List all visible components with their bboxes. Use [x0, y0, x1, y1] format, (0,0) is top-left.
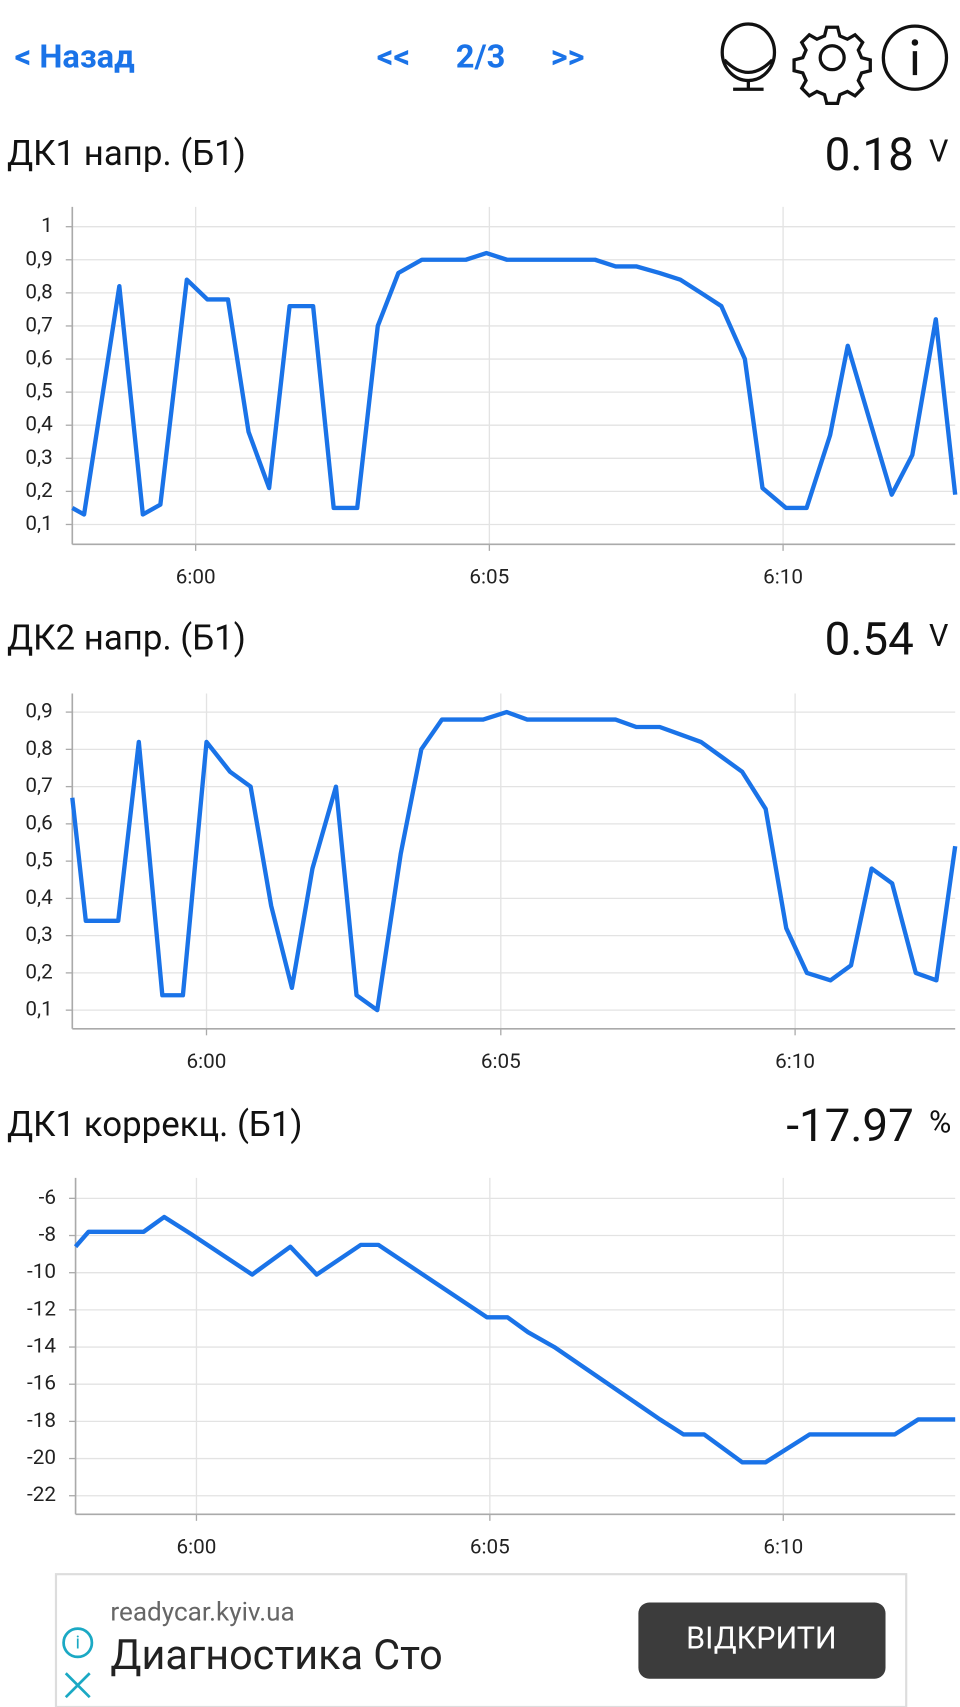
y-tick-label: -6 — [39, 1186, 56, 1210]
y-tick-label: -20 — [27, 1446, 56, 1470]
next-page[interactable]: >> — [551, 37, 585, 75]
ad-button-label[interactable]: ВІДКРИТИ — [686, 1622, 837, 1657]
data-line — [71, 250, 958, 517]
y-tick-label: 0,9 — [25, 247, 52, 271]
y-tick-label: 0,1 — [25, 998, 52, 1022]
y-tick-label: -10 — [27, 1260, 56, 1284]
data-line — [70, 709, 958, 1013]
y-tick-label: 0,2 — [25, 479, 52, 503]
current-value: 0.18 — [825, 129, 914, 182]
y-tick-label: 0,7 — [25, 313, 52, 337]
y-tick-label: -14 — [27, 1335, 56, 1359]
mirror-icon[interactable] — [720, 22, 777, 91]
x-tick-label: 6:00 — [187, 1050, 227, 1074]
y-tick-label: 0,6 — [25, 347, 52, 371]
ad-domain: readycar.kyiv.ua — [110, 1597, 294, 1627]
current-value: -17.97 — [786, 1100, 913, 1153]
y-tick-label: 0,5 — [25, 380, 52, 404]
chart-title: ДК1 коррекц. (Б1) — [7, 1104, 303, 1145]
x-tick-label: 6:00 — [176, 566, 216, 590]
y-tick-label: 0,2 — [25, 960, 52, 984]
unit: % — [929, 1106, 951, 1141]
x-tick-label: 6:10 — [763, 566, 803, 590]
y-tick-label: -18 — [27, 1409, 56, 1433]
y-tick-label: 0,9 — [25, 700, 52, 724]
x-tick-label: 6:05 — [469, 566, 509, 590]
y-tick-label: 0,7 — [25, 774, 52, 798]
chart-title: ДК2 напр. (Б1) — [7, 617, 246, 658]
current-value: 0.54 — [825, 613, 914, 666]
y-tick-label: 0,8 — [25, 280, 52, 304]
prev-page[interactable]: << — [377, 37, 410, 75]
ad-banner[interactable]: readycar.kyiv.ua Диагностика Сто i ВІДКР… — [54, 1573, 908, 1707]
unit: V — [929, 619, 948, 654]
y-tick-label: 0,3 — [25, 923, 52, 947]
y-tick-label: -12 — [27, 1297, 56, 1321]
y-tick-label: 0,4 — [25, 886, 53, 910]
x-tick-label: 6:10 — [775, 1050, 815, 1074]
x-tick-label: 6:10 — [763, 1536, 803, 1560]
y-tick-label: 0,8 — [25, 737, 52, 761]
info-icon[interactable] — [881, 24, 949, 91]
y-tick-label: 0,3 — [25, 446, 52, 470]
y-tick-label: 0,4 — [25, 413, 53, 437]
ad-title: Диагностика Сто — [110, 1632, 442, 1680]
back-button[interactable]: < Назад — [15, 37, 136, 75]
x-tick-label: 6:00 — [177, 1536, 217, 1560]
chart-title: ДК1 напр. (Б1) — [7, 133, 246, 174]
y-tick-label: 0,5 — [25, 849, 52, 873]
y-tick-label: 0,6 — [25, 811, 52, 835]
y-tick-label: 0,1 — [25, 512, 52, 536]
data-line — [73, 1214, 956, 1465]
y-tick-label: 1 — [41, 214, 53, 238]
x-tick-label: 6:05 — [481, 1050, 521, 1074]
y-tick-label: -8 — [39, 1223, 56, 1247]
ad-button[interactable] — [638, 1602, 886, 1679]
settings-icon[interactable] — [792, 25, 872, 106]
unit: V — [929, 135, 948, 170]
svg-text:i: i — [75, 1632, 80, 1654]
x-tick-label: 6:05 — [470, 1536, 510, 1560]
page-indicator: 2/3 — [456, 37, 506, 75]
y-tick-label: -22 — [27, 1483, 56, 1507]
y-tick-label: -16 — [27, 1372, 56, 1396]
